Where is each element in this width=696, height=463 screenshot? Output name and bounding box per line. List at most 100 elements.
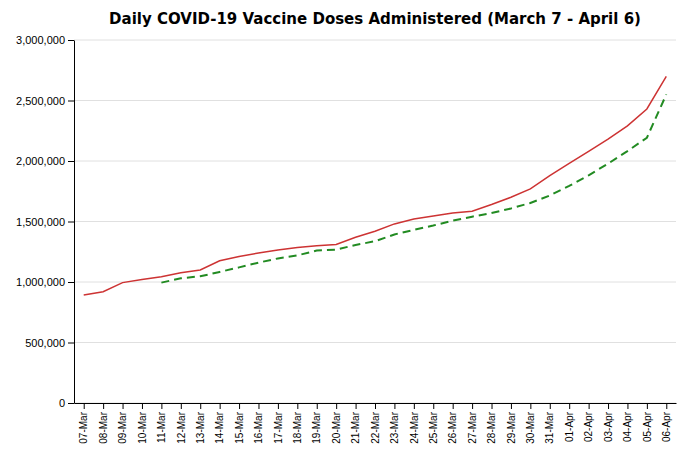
x-tick-label: 12-Mar [176,411,187,443]
x-tick-mark [103,403,104,409]
y-tick-mark [68,40,74,41]
y-tick: 500,000 [25,337,74,349]
x-tick: 31-Mar [544,403,555,444]
x-tick: 10-Mar [137,403,148,444]
y-tick: 3,000,000 [16,34,74,46]
x-tick-mark [123,403,124,409]
y-tick-label: 2,000,000 [16,155,65,167]
y-tick: 1,500,000 [16,216,74,228]
x-tick-label: 31-Mar [544,411,555,443]
x-tick-label: 23-Mar [389,411,400,443]
x-tick-label: 10-Mar [137,411,148,443]
x-tick-mark [161,403,162,409]
x-tick-mark [142,403,143,409]
y-tick-mark [68,282,74,283]
x-tick: 21-Mar [350,403,361,444]
x-tick-mark [336,403,337,409]
x-tick-label: 20-Mar [331,411,342,443]
x-tick-label: 01-Apr [564,411,575,442]
x-tick: 22-Mar [370,403,381,444]
x-tick: 01-Apr [564,403,575,442]
y-tick-label: 0 [59,397,65,409]
x-tick-mark [433,403,434,409]
x-tick: 09-Mar [117,403,128,444]
x-tick-label: 24-Mar [409,411,420,443]
x-tick-label: 04-Apr [622,411,633,442]
x-tick-label: 06-Apr [661,411,672,442]
x-tick: 27-Mar [467,403,478,444]
x-tick-label: 09-Mar [117,411,128,443]
x-tick-mark [317,403,318,409]
x-tick: 19-Mar [311,403,322,444]
x-tick-label: 05-Apr [642,411,653,442]
y-tick-label: 3,000,000 [16,34,65,46]
x-tick-label: 29-Mar [506,411,517,443]
y-tick-label: 1,500,000 [16,216,65,228]
x-tick-label: 07-Mar [78,411,89,443]
x-tick-label: 11-Mar [156,411,167,443]
x-tick-label: 14-Mar [214,411,225,443]
x-tick: 16-Mar [253,403,264,444]
x-tick-mark [394,403,395,409]
x-tick: 28-Mar [486,403,497,444]
x-tick: 03-Apr [603,403,614,442]
x-tick-mark [258,403,259,409]
x-tick-label: 21-Mar [350,411,361,443]
x-tick: 29-Mar [506,403,517,444]
x-tick-mark [239,403,240,409]
x-tick: 06-Apr [661,403,672,442]
y-tick-mark [68,222,74,223]
x-tick: 07-Mar [78,403,89,444]
series-line [84,76,667,295]
y-tick-label: 1,000,000 [16,276,65,288]
x-tick-mark [375,403,376,409]
x-tick-mark [569,403,570,409]
grid-line [74,100,676,101]
x-tick: 04-Apr [622,403,633,442]
x-tick: 05-Apr [642,403,653,442]
x-tick-mark [589,403,590,409]
x-tick-label: 15-Mar [234,411,245,443]
y-tick: 2,000,000 [16,155,74,167]
x-tick-mark [356,403,357,409]
x-tick-label: 02-Apr [583,411,594,442]
x-tick: 30-Mar [525,403,536,444]
x-tick-label: 25-Mar [428,411,439,443]
y-tick-label: 2,500,000 [16,95,65,107]
x-tick-mark [627,403,628,409]
x-tick: 17-Mar [273,403,284,444]
grid-line [74,221,676,222]
x-tick: 24-Mar [409,403,420,444]
y-tick-mark [68,343,74,344]
x-tick: 23-Mar [389,403,400,444]
x-tick-label: 27-Mar [467,411,478,443]
x-tick: 02-Apr [583,403,594,442]
chart-title: Daily COVID-19 Vaccine Doses Administere… [109,10,641,28]
x-tick-mark [200,403,201,409]
plot-area [84,76,667,295]
x-tick-mark [492,403,493,409]
x-tick-label: 17-Mar [273,411,284,443]
x-tick-label: 13-Mar [195,411,206,443]
x-tick: 20-Mar [331,403,342,444]
chart-container: 0 500,000 1,000,000 1,500,000 2,000,000 2,500… [0,0,696,463]
x-tick-mark [550,403,551,409]
x-tick-label: 18-Mar [292,411,303,443]
y-axis: 0 500,000 1,000,000 1,500,000 2,000,000 2,500… [16,34,74,409]
y-tick-mark [68,161,74,162]
x-tick-label: 08-Mar [98,411,109,443]
x-tick-mark [220,403,221,409]
chart-svg: 0 500,000 1,000,000 1,500,000 2,000,000 2,500… [0,0,696,463]
y-tick: 2,500,000 [16,95,74,107]
y-axis-line [74,41,75,404]
x-tick-mark [84,403,85,409]
x-tick-mark [297,403,298,409]
x-tick-mark [666,403,667,409]
x-tick-label: 28-Mar [486,411,497,443]
x-tick: 08-Mar [98,403,109,444]
x-tick-mark [647,403,648,409]
y-tick-label: 500,000 [25,337,65,349]
x-tick-mark [511,403,512,409]
grid [74,40,676,403]
grid-line [74,40,676,41]
